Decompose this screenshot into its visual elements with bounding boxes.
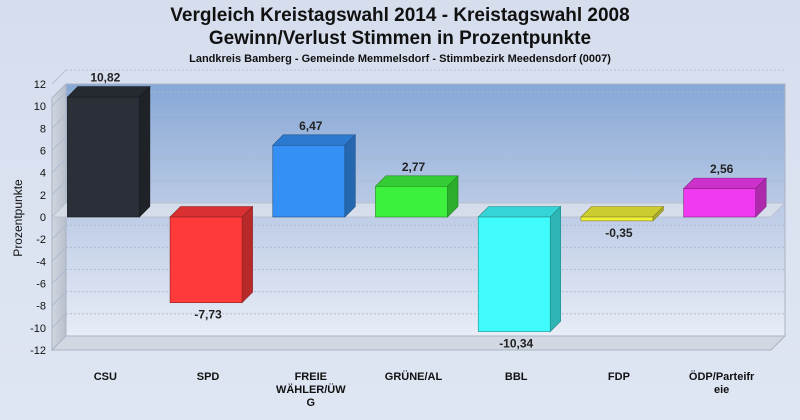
bar-freie-w-hler-wg xyxy=(272,134,357,218)
x-tick-label: ÖDP/Parteifr xyxy=(689,370,755,383)
x-tick-label: FDP xyxy=(608,371,630,383)
bar-bbl xyxy=(477,205,562,333)
bar-csu xyxy=(66,85,151,218)
x-tick-label: BBL xyxy=(505,371,528,383)
x-tick-label: WÄHLER/ÜW xyxy=(276,383,346,396)
gridline-side xyxy=(51,91,67,107)
x-tick-label: FREIE xyxy=(295,371,327,383)
x-tick-label: GRÜNE/AL xyxy=(385,370,443,383)
y-tick-label: -6 xyxy=(36,279,46,291)
gridline-side xyxy=(51,180,67,196)
y-tick-label: -10 xyxy=(30,323,46,335)
gridline-side xyxy=(51,69,67,85)
gridline-side xyxy=(51,158,67,173)
y-tick-label: 0 xyxy=(40,212,46,224)
x-tick-label: SPD xyxy=(197,371,220,383)
y-tick-label: -8 xyxy=(36,301,46,313)
gridline-side xyxy=(51,224,67,240)
bar-gr-ne-al xyxy=(374,175,459,218)
data-label: -10,34 xyxy=(499,337,533,351)
y-axis-label: Prozentpunkte xyxy=(11,179,25,257)
x-tick-label: eie xyxy=(714,384,729,396)
y-tick-label: 12 xyxy=(34,79,46,91)
chart-title-line2: Gewinn/Verlust Stimmen in Prozentpunkte xyxy=(208,28,592,49)
y-tick-label: -2 xyxy=(36,234,46,246)
y-tick-label: 2 xyxy=(40,190,46,202)
data-label: 6,47 xyxy=(299,119,323,133)
bar-fdp xyxy=(580,205,665,222)
x-tick-label: G xyxy=(307,397,316,409)
gridline-side xyxy=(51,291,67,306)
y-tick-label: -4 xyxy=(36,256,46,268)
gridline-side xyxy=(51,269,67,284)
x-tick-label: CSU xyxy=(94,371,117,383)
data-label: -7,73 xyxy=(194,308,222,322)
y-tick-label: -12 xyxy=(30,345,46,357)
y-tick-label: 8 xyxy=(40,123,46,135)
data-label: 10,82 xyxy=(90,71,120,85)
bar-spd xyxy=(169,205,254,304)
gridline-side xyxy=(51,335,67,351)
bar--dp-parteifreie xyxy=(682,177,767,218)
chart-subtitle: Landkreis Bamberg - Gemeinde Memmelsdorf… xyxy=(189,53,611,65)
data-label: 2,56 xyxy=(710,162,734,176)
y-tick-label: 4 xyxy=(40,168,46,180)
data-label: 2,77 xyxy=(402,160,426,174)
y-tick-label: 10 xyxy=(34,101,46,113)
floor xyxy=(50,335,787,351)
data-label: -0,35 xyxy=(605,226,633,240)
gridline-side xyxy=(51,114,67,129)
gridline-side xyxy=(51,247,67,262)
y-tick-label: 6 xyxy=(40,146,46,158)
gridline-side xyxy=(51,313,67,329)
gridline-side xyxy=(51,136,67,151)
chart-title: Vergleich Kreistagswahl 2014 - Kreistags… xyxy=(170,5,630,26)
